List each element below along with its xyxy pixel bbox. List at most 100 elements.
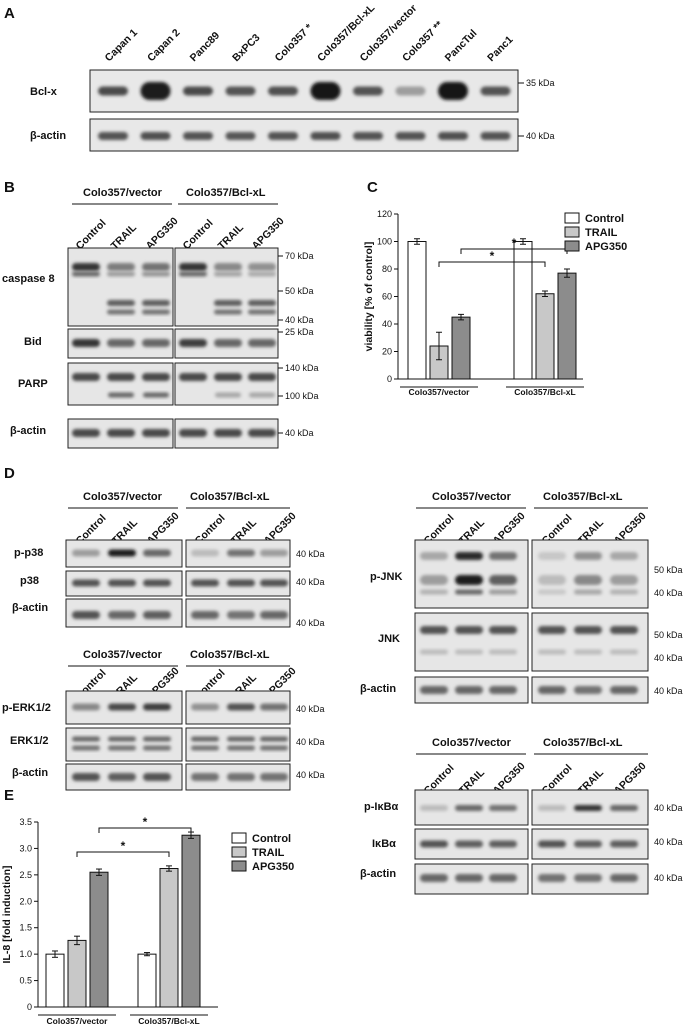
legend-swatch <box>231 846 247 858</box>
blot-erk-bclxl <box>185 727 291 762</box>
y-tick-label: 0 <box>27 1002 32 1012</box>
panel-b-lane-2: APG350 <box>144 215 181 252</box>
band-casp8-cleaved <box>214 300 242 306</box>
band-pikb <box>455 805 483 811</box>
band-parp-full <box>248 373 276 381</box>
band-erk <box>72 745 100 751</box>
band-actin-jnk <box>610 686 638 694</box>
band-jnk <box>610 649 638 655</box>
group-label-vector: Colo357/vector <box>83 187 163 199</box>
band-parp-full <box>107 373 135 381</box>
kda-pp38: 40 kDa <box>296 549 325 559</box>
band-pjnk <box>489 589 517 595</box>
blot-erk-vector <box>65 727 183 762</box>
legend-swatch <box>231 832 247 844</box>
band-actin-p38 <box>143 611 171 619</box>
band-bid <box>214 339 242 347</box>
band-pjnk <box>574 552 602 560</box>
row-label-bid: Bid <box>24 336 42 348</box>
band-casp8-pro2 <box>107 271 135 277</box>
bar <box>181 834 201 1008</box>
band-bid <box>248 339 276 347</box>
band-actin-p38 <box>227 611 255 619</box>
band-actin-p38 <box>72 611 100 619</box>
band-pjnk <box>610 552 638 560</box>
band-p38 <box>72 579 100 587</box>
y-tick-label: 2.5 <box>19 870 32 880</box>
group-label-bclxl-ikb: Colo357/Bcl-xL <box>543 737 623 749</box>
bar <box>407 241 427 380</box>
significance-star: * <box>143 815 148 829</box>
band-actin-b <box>214 429 242 437</box>
panel-a-blot: Capan 1 Capan 2 Panc89 BxPC3 Colo357 * Colo35… <box>30 2 555 152</box>
band-bclx <box>438 82 468 100</box>
blot-jnk-vector <box>414 612 529 672</box>
y-tick-label: 100 <box>377 237 392 247</box>
band-actin-b <box>142 429 170 437</box>
band-perk <box>191 703 219 711</box>
group-label-vector-ikb: Colo357/vector <box>432 737 512 749</box>
band-pikb <box>420 805 448 811</box>
legend-swatch <box>231 860 247 872</box>
kda-25: 25 kDa <box>285 327 314 337</box>
x-category-label: Colo357/Bcl-xL <box>138 1016 199 1026</box>
y-tick-label: 3.5 <box>19 817 32 827</box>
y-tick-label: 2.0 <box>19 896 32 906</box>
band-actin-erk <box>72 773 100 781</box>
band-actin-ikb <box>489 874 517 882</box>
blot-pjnk-vector <box>414 539 529 609</box>
blot-parp-bclxl <box>174 362 279 406</box>
panel-a-lane-8: PancTul <box>443 27 480 64</box>
band-bclx <box>140 82 171 100</box>
band-casp8-pro2 <box>142 271 170 277</box>
band-casp8-cleaved <box>107 300 135 306</box>
band-pjnk <box>455 589 483 595</box>
kda-140: 140 kDa <box>285 363 319 373</box>
band-casp8-cleaved <box>142 300 170 306</box>
y-tick-label: 20 <box>382 347 392 357</box>
band-ikb <box>489 840 517 848</box>
kda-actin-erk: 40 kDa <box>296 770 325 780</box>
band-casp8-pro <box>214 263 242 271</box>
legend-swatch <box>564 212 580 224</box>
chart-c-viability: 0 20 40 60 80 100 120 viability [% of control] C… <box>363 209 627 397</box>
kda-jnk-50: 50 kDa <box>654 630 683 640</box>
band-jnk <box>574 626 602 634</box>
blot-parp-vector <box>67 362 174 406</box>
band-actin-b <box>72 429 100 437</box>
band-pjnk <box>489 575 517 585</box>
band-bclx <box>268 86 298 96</box>
band-pjnk <box>538 589 566 595</box>
panel-a-lane-0: Capan 1 <box>103 27 140 64</box>
band-casp8-cleaved <box>248 300 276 306</box>
kda-actin-ikb: 40 kDa <box>654 873 683 883</box>
band-erk <box>260 736 288 742</box>
legend-swatch <box>564 240 580 252</box>
row-label-actin-ikb: β-actin <box>360 868 396 880</box>
band-actin-jnk <box>455 686 483 694</box>
band-casp8-cleaved2 <box>214 309 242 315</box>
band-pjnk <box>574 575 602 585</box>
kda-40: 40 kDa <box>526 131 555 141</box>
band-pjnk <box>420 552 448 560</box>
band-casp8-pro <box>179 263 207 271</box>
band-pjnk <box>455 575 483 585</box>
group-label-bclxl: Colo357/Bcl-xL <box>186 187 266 199</box>
band-ikb <box>420 840 448 848</box>
band-ikb <box>574 840 602 848</box>
band-actin-a <box>268 132 298 140</box>
band-jnk <box>538 649 566 655</box>
kda-40-casp: 40 kDa <box>285 315 314 325</box>
band-bid <box>107 339 135 347</box>
y-tick-label: 120 <box>377 209 392 219</box>
band-jnk <box>574 649 602 655</box>
band-bclx <box>353 86 383 96</box>
band-ikb <box>538 840 566 848</box>
band-erk <box>108 736 136 742</box>
significance-star: * <box>490 249 495 263</box>
legend-entry: Control <box>252 833 291 845</box>
band-pikb <box>574 805 602 811</box>
band-actin-a <box>225 132 256 140</box>
band-actin-erk <box>108 773 136 781</box>
